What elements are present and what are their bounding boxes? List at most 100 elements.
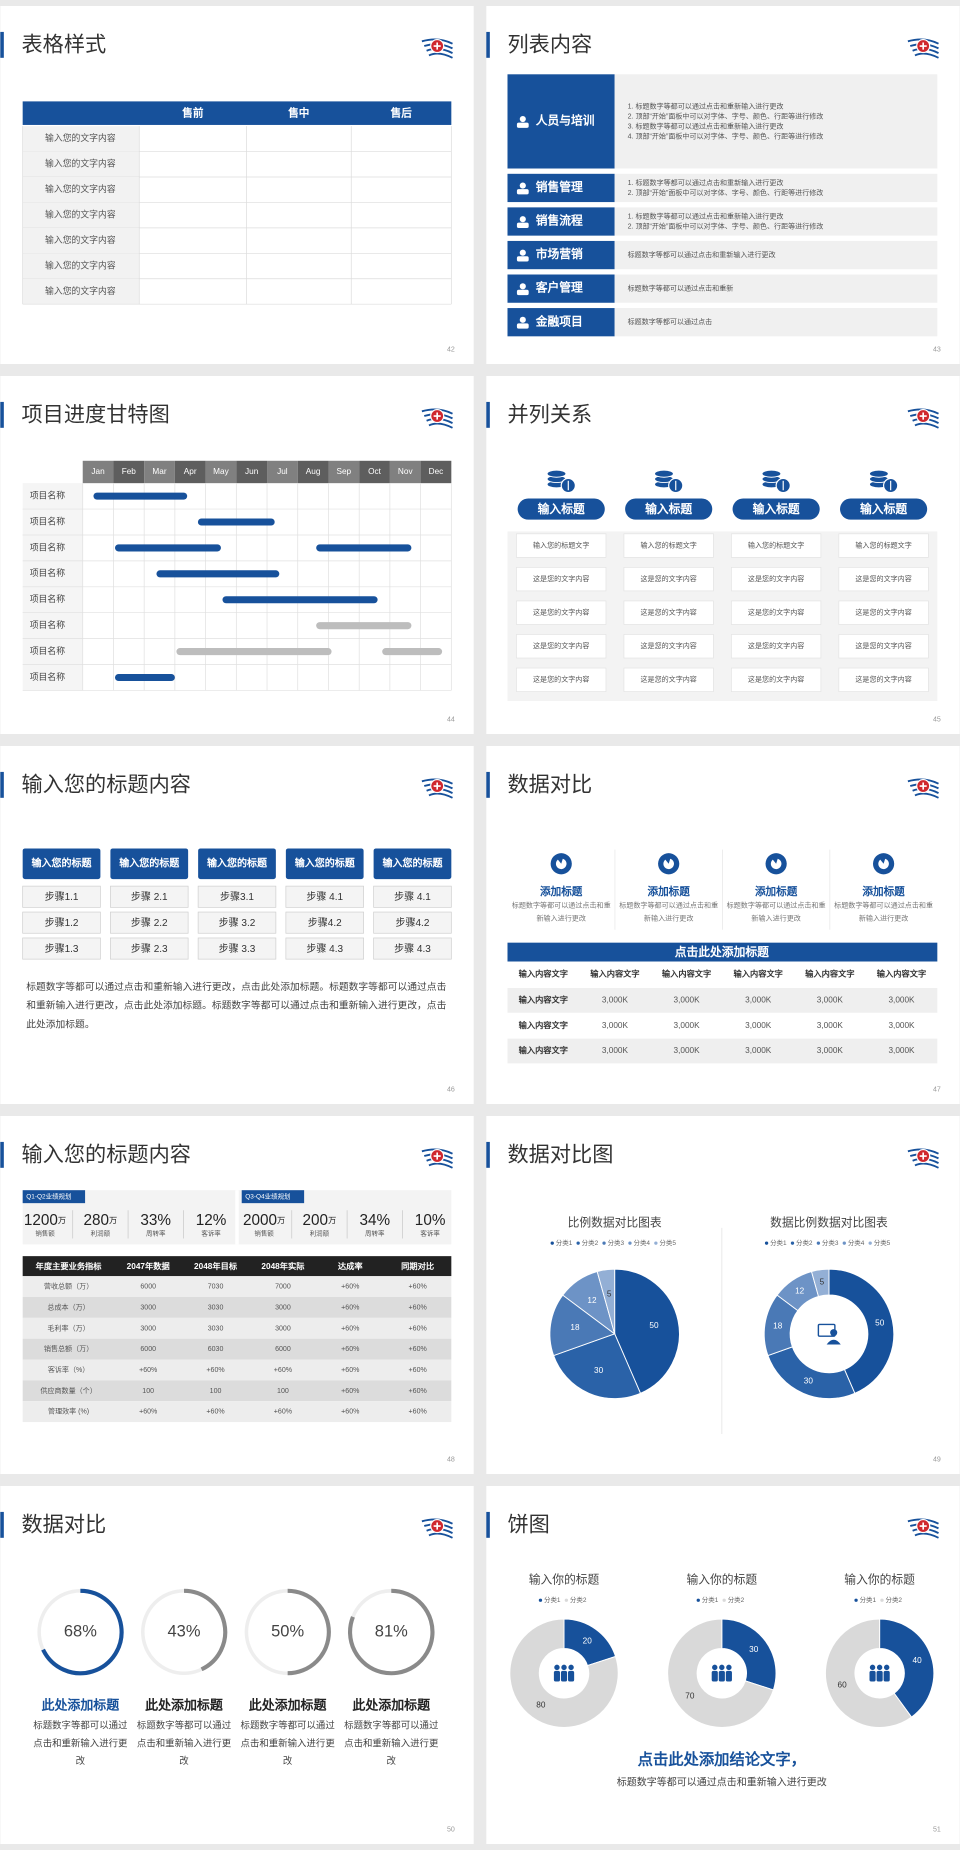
ring-text-box: 标题数字等都可以通过点击和重新输入进行更改 [241,1720,335,1766]
gantt-bar [156,570,280,578]
center-icon [826,1339,841,1345]
cell: +60% [206,1367,225,1374]
item-box [623,667,714,692]
panel-tag-text: Q3-Q4业绩规划 [245,1192,290,1201]
column-header: 年度主要业务指标 [36,1261,103,1271]
cell: 6000 [140,1284,156,1291]
cell: 销售总额（万） [44,1344,93,1353]
slice-label: 20 [583,1636,593,1645]
item-line: 2. 顶部“开始”面板中可以对字体、字号、颜色、行距等进行修改 [628,188,824,197]
item-text: 输入您的标题文字 [640,540,696,549]
step-text: 步骤 4.3 [394,943,431,955]
ring-text-box: 标题数字等都可以通过点击和重新输入进行更改 [344,1720,438,1766]
logo [421,1148,453,1169]
legend-dot [764,1241,769,1245]
logo-stroke [428,792,453,799]
feature-text-box: 标题数字等都可以通过点击和重新输入进行更改 [727,903,826,923]
month-cell [174,460,206,484]
legend-label: 分类1 [556,1238,573,1247]
column-header: 售中 [288,107,309,120]
item-box [731,600,822,625]
cell: +60% [341,1325,360,1332]
cell: +60% [341,1284,360,1291]
month-label: Sep [336,467,351,476]
ring-text: 标题数字等都可以通过点击和重新输入进行更改 [33,1720,128,1767]
item-tab [507,173,615,203]
slice-label: 12 [587,1296,597,1305]
center-icon [718,1670,725,1682]
item-box [516,667,607,692]
slide: 项目进度甘特图 44 Jan Feb Mar Apr May Jun Jul Aug Sep Oct N… [0,376,474,734]
item-label: 客户管理 [535,281,583,295]
stat-value: 200万 [303,1212,337,1229]
legend-dot [696,1598,700,1602]
row-label: 输入您的文字内容 [45,285,116,296]
cell: 输入内容文字 [519,1045,568,1055]
feature-text: 标题数字等都可以通过点击和重新输入进行更改 [619,902,719,923]
logo [421,408,453,429]
title-bar [486,1141,490,1168]
legend-label: 分类1 [860,1595,877,1604]
label-cell [22,253,140,279]
column-header: 售后 [391,107,413,120]
item-icon [516,256,529,262]
slice-label: 40 [913,1656,923,1665]
row-bg [507,1013,938,1039]
cell: 毛利率（万） [47,1323,89,1332]
page-number: 44 [447,717,455,724]
item-text: 这是您的文字内容 [533,675,589,684]
feature-icon [770,858,782,870]
step-box [22,937,101,960]
step-box [197,885,277,908]
center-icon [553,1670,561,1682]
item-text: 这是您的文字内容 [748,608,804,617]
step-text: 步骤4.2 [308,917,342,929]
coin-icon [761,469,782,478]
ring-arc [41,1588,124,1676]
panel-tag [22,1190,86,1204]
page-number: 49 [933,1457,941,1464]
item-line: 1. 标题数字等都可以通过点击和重新输入进行更改 [628,211,784,220]
item-line: 3. 标题数字等都可以通过点击和重新输入进行更改 [628,121,784,130]
slice-label: 60 [838,1681,848,1690]
label-cell [22,176,140,203]
cell: 100 [210,1388,222,1395]
row-label: 输入您的文字内容 [45,183,116,194]
cell: +60% [206,1409,225,1416]
slide-bg [486,1116,960,1474]
item-body [614,173,938,203]
feature-heading: 添加标题 [648,885,691,898]
month-cell [113,460,145,484]
item-label: 市场营销 [536,247,583,261]
step-header [22,848,101,880]
slide: 表格样式 42 售前 售中 售后输入您的文字内容输入您的文字内容输入您的文字内容输入您的… [0,6,474,364]
feature-text-box: 标题数字等都可以通过点击和重新输入进行更改 [512,903,611,923]
row-bg [22,1338,452,1360]
item-icon [516,189,529,195]
cell: +60% [409,1409,428,1416]
ring-label: 81% [375,1622,408,1640]
item-text: 这是您的文字内容 [855,641,911,650]
task-label: 项目名称 [30,593,65,604]
row-bg [22,1276,452,1298]
slide-title: 数据对比 [21,1513,106,1537]
legend-dot [880,1598,884,1602]
stat-number: 10% [415,1212,446,1229]
cell: +60% [274,1367,293,1374]
column-header: 输入内容文字 [662,969,711,979]
center-icon [883,1664,890,1671]
cell: 7030 [208,1284,224,1291]
step-box [373,911,452,934]
row-bg [507,1038,938,1064]
legend-label: 分类4 [634,1238,651,1247]
slice [721,1618,777,1691]
row-bg [22,1359,452,1381]
item-box [516,567,607,592]
ring-arc [183,1588,228,1672]
title-bar [0,1511,4,1538]
item-label: 人员与培训 [536,114,595,128]
coin-icon [546,469,567,478]
item-tab [507,308,615,337]
